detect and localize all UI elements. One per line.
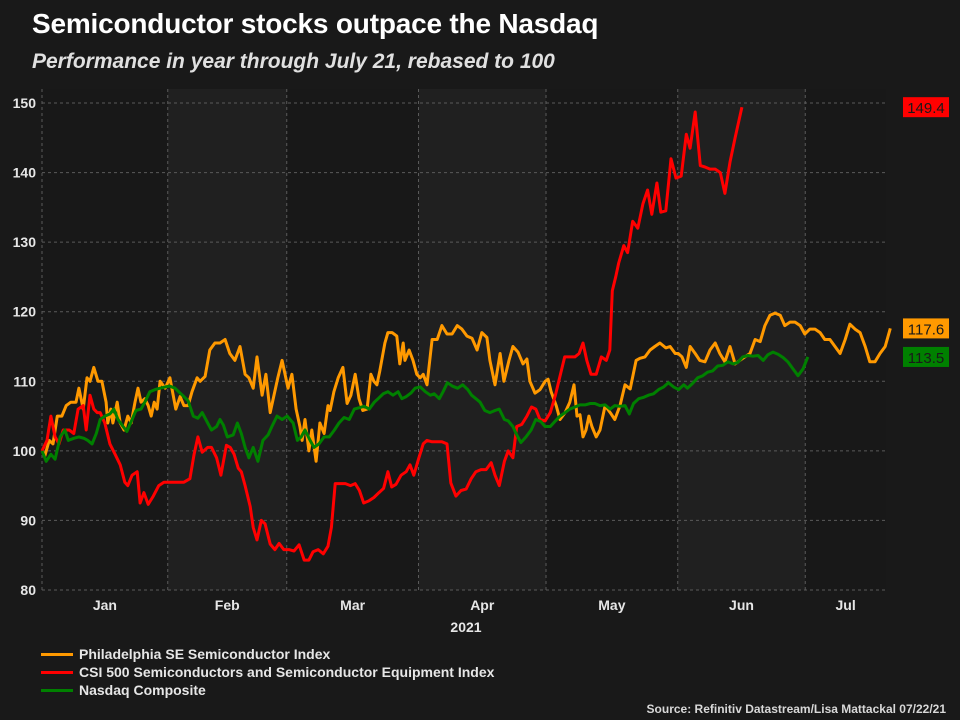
- end-label-box: [903, 318, 949, 339]
- legend: Philadelphia SE Semiconductor Index CSI …: [41, 645, 494, 699]
- chart-title: Semiconductor stocks outpace the Nasdaq: [32, 8, 599, 39]
- legend-swatch-csi500: [41, 670, 73, 674]
- legend-item-csi500: CSI 500 Semiconductors and Semiconductor…: [41, 663, 494, 681]
- y-tick-label: 120: [13, 304, 37, 320]
- y-tick-label: 130: [13, 234, 37, 250]
- series-line-2: [40, 350, 810, 463]
- x-tick-label: Mar: [340, 597, 365, 613]
- month-band-may: [546, 89, 678, 590]
- month-band-feb: [167, 89, 287, 590]
- end-label-box: [903, 97, 949, 118]
- month-band-jun: [677, 89, 806, 590]
- y-axis-ticks: 80 90 100 110 120 130 140 150: [13, 95, 37, 598]
- legend-item-sox: Philadelphia SE Semiconductor Index: [41, 645, 494, 663]
- end-label-text: 113.5: [908, 350, 944, 367]
- month-band-jan: [42, 89, 168, 590]
- chart-subtitle: Performance in year through July 21, reb…: [32, 50, 555, 73]
- end-labels: 117.6 149.4 113.5: [903, 97, 949, 367]
- x-axis-label: 2021: [450, 619, 481, 635]
- end-label-box: [903, 346, 949, 367]
- y-tick-label: 80: [20, 582, 36, 598]
- legend-swatch-sox: [41, 652, 73, 656]
- series-line-0: [40, 311, 892, 463]
- series-line-1: [40, 106, 744, 562]
- legend-label-sox: Philadelphia SE Semiconductor Index: [79, 646, 331, 662]
- y-tick-label: 110: [13, 373, 36, 389]
- legend-label-csi500: CSI 500 Semiconductors and Semiconductor…: [79, 664, 495, 680]
- legend-swatch-nasdaq: [41, 688, 73, 692]
- x-tick-label: Jul: [836, 597, 856, 613]
- month-band-mar: [286, 89, 419, 590]
- end-label-0: 117.6: [903, 318, 949, 339]
- source-note: Source: Refinitiv Datastream/Lisa Mattac…: [646, 702, 946, 716]
- end-label-1: 149.4: [903, 97, 949, 118]
- legend-label-nasdaq: Nasdaq Composite: [79, 682, 206, 698]
- y-tick-label: 150: [13, 95, 37, 111]
- y-tick-label: 140: [13, 165, 37, 181]
- x-tick-label: Apr: [470, 597, 495, 613]
- legend-item-nasdaq: Nasdaq Composite: [41, 681, 494, 699]
- x-tick-label: Jan: [93, 597, 117, 613]
- x-tick-label: May: [598, 597, 625, 613]
- end-label-text: 117.6: [908, 321, 944, 338]
- end-label-2: 113.5: [903, 346, 949, 367]
- y-tick-label: 100: [13, 443, 37, 459]
- x-axis-ticks: Jan Feb Mar Apr May Jun Jul: [93, 597, 856, 613]
- end-label-text: 149.4: [907, 100, 945, 117]
- x-tick-label: Jun: [729, 597, 754, 613]
- gridlines: [41, 89, 886, 591]
- x-tick-label: Feb: [215, 597, 240, 613]
- series-lines: [40, 106, 892, 562]
- y-tick-label: 90: [20, 512, 36, 528]
